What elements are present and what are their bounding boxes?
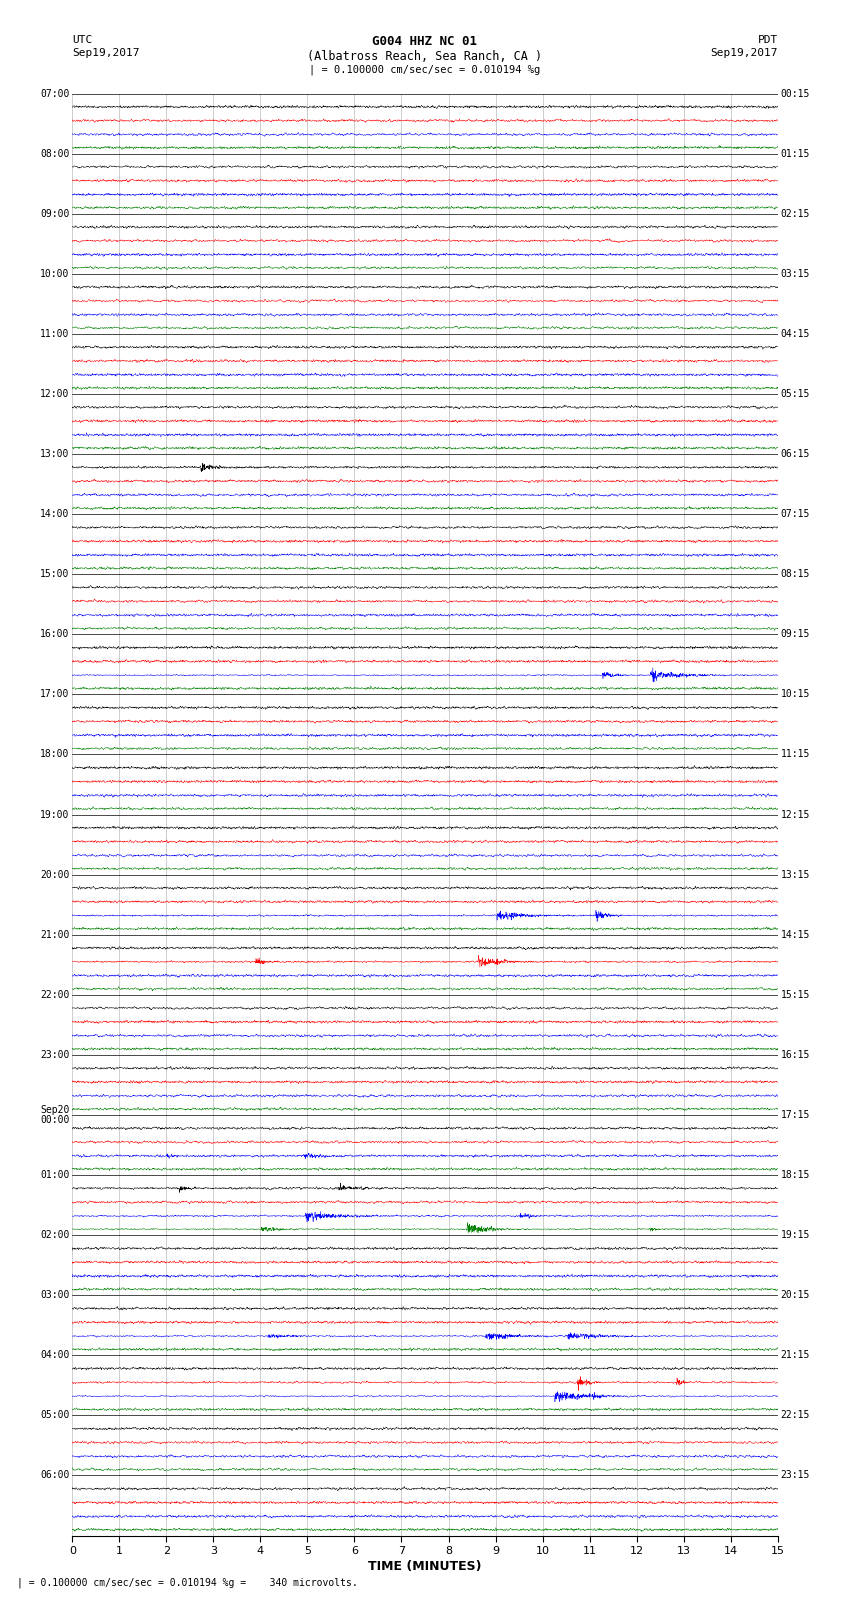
Text: 02:15: 02:15: [780, 208, 810, 219]
Text: 04:00: 04:00: [40, 1350, 70, 1360]
Text: 07:00: 07:00: [40, 89, 70, 98]
Text: 18:00: 18:00: [40, 750, 70, 760]
Text: Sep19,2017: Sep19,2017: [72, 48, 139, 58]
Text: 06:00: 06:00: [40, 1471, 70, 1481]
Text: 16:15: 16:15: [780, 1050, 810, 1060]
Text: 11:00: 11:00: [40, 329, 70, 339]
Text: 08:00: 08:00: [40, 148, 70, 158]
Text: 17:15: 17:15: [780, 1110, 810, 1119]
X-axis label: TIME (MINUTES): TIME (MINUTES): [368, 1560, 482, 1573]
Text: 10:00: 10:00: [40, 269, 70, 279]
Text: 03:15: 03:15: [780, 269, 810, 279]
Text: 03:00: 03:00: [40, 1290, 70, 1300]
Text: 21:15: 21:15: [780, 1350, 810, 1360]
Text: 13:00: 13:00: [40, 448, 70, 460]
Text: | = 0.100000 cm/sec/sec = 0.010194 %g: | = 0.100000 cm/sec/sec = 0.010194 %g: [309, 65, 541, 76]
Text: 22:15: 22:15: [780, 1410, 810, 1421]
Text: G004 HHZ NC 01: G004 HHZ NC 01: [372, 35, 478, 48]
Text: 21:00: 21:00: [40, 929, 70, 940]
Text: 14:15: 14:15: [780, 929, 810, 940]
Text: 22:00: 22:00: [40, 990, 70, 1000]
Text: 05:15: 05:15: [780, 389, 810, 398]
Text: 09:15: 09:15: [780, 629, 810, 639]
Text: 23:00: 23:00: [40, 1050, 70, 1060]
Text: | = 0.100000 cm/sec/sec = 0.010194 %g =    340 microvolts.: | = 0.100000 cm/sec/sec = 0.010194 %g = …: [17, 1578, 358, 1589]
Text: UTC: UTC: [72, 35, 93, 45]
Text: 20:00: 20:00: [40, 869, 70, 879]
Text: 04:15: 04:15: [780, 329, 810, 339]
Text: (Albatross Reach, Sea Ranch, CA ): (Albatross Reach, Sea Ranch, CA ): [308, 50, 542, 63]
Text: 13:15: 13:15: [780, 869, 810, 879]
Text: 01:15: 01:15: [780, 148, 810, 158]
Text: 17:00: 17:00: [40, 689, 70, 700]
Text: 15:00: 15:00: [40, 569, 70, 579]
Text: Sep19,2017: Sep19,2017: [711, 48, 778, 58]
Text: 19:15: 19:15: [780, 1231, 810, 1240]
Text: 18:15: 18:15: [780, 1169, 810, 1181]
Text: 11:15: 11:15: [780, 750, 810, 760]
Text: 16:00: 16:00: [40, 629, 70, 639]
Text: 00:15: 00:15: [780, 89, 810, 98]
Text: 08:15: 08:15: [780, 569, 810, 579]
Text: 05:00: 05:00: [40, 1410, 70, 1421]
Text: 01:00: 01:00: [40, 1169, 70, 1181]
Text: 10:15: 10:15: [780, 689, 810, 700]
Text: 12:00: 12:00: [40, 389, 70, 398]
Text: 12:15: 12:15: [780, 810, 810, 819]
Text: PDT: PDT: [757, 35, 778, 45]
Text: 14:00: 14:00: [40, 510, 70, 519]
Text: 09:00: 09:00: [40, 208, 70, 219]
Text: 15:15: 15:15: [780, 990, 810, 1000]
Text: 02:00: 02:00: [40, 1231, 70, 1240]
Text: 06:15: 06:15: [780, 448, 810, 460]
Text: 20:15: 20:15: [780, 1290, 810, 1300]
Text: 23:15: 23:15: [780, 1471, 810, 1481]
Text: 07:15: 07:15: [780, 510, 810, 519]
Text: Sep20
00:00: Sep20 00:00: [40, 1105, 70, 1124]
Text: 19:00: 19:00: [40, 810, 70, 819]
